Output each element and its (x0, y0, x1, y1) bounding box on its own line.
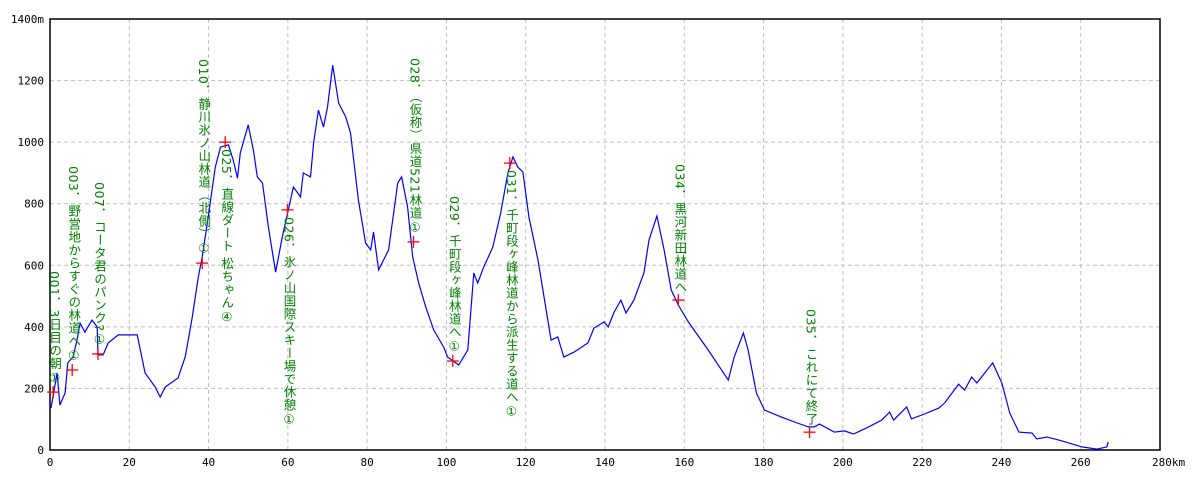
x-tick-label: 60 (281, 456, 294, 469)
waypoint-label: 001．3日目の朝① (47, 271, 63, 386)
x-tick-label: 180 (754, 456, 774, 469)
x-tick-label: 200 (833, 456, 853, 469)
waypoint-label: 025．直線ダート 松ちゃん④ (219, 149, 235, 325)
y-tick-label: 0 (37, 444, 44, 457)
grid (50, 19, 1160, 450)
y-tick-label: 200 (24, 382, 44, 395)
waypoint-marker (196, 257, 209, 270)
x-tick-label: 40 (202, 456, 215, 469)
waypoint-markers (47, 136, 816, 439)
x-tick-label: 220 (912, 456, 932, 469)
x-tick-label: 240 (991, 456, 1011, 469)
waypoint-marker (503, 157, 516, 170)
waypoint-label: 003．野営地からすぐの林道へ① (66, 165, 82, 363)
x-tick-label: 100 (436, 456, 456, 469)
waypoint-label: 034．黒河新田林道へ (672, 164, 688, 294)
y-tick-label: 1000 (18, 136, 45, 149)
waypoint-marker (47, 386, 60, 399)
waypoint-label: 010．静川氷ノ山林道（北側）① (196, 59, 212, 256)
x-tick-label: 160 (674, 456, 694, 469)
waypoint-marker (407, 235, 420, 248)
waypoint-label: 029．千町段ヶ峰林道へ① (446, 196, 462, 354)
x-tick-label: 120 (516, 456, 536, 469)
y-tick-label: 600 (24, 259, 44, 272)
tick-labels: 0 20 40 60 80 100 120 140 160 180 200 220 240 260 280k… (11, 13, 1186, 469)
waypoint-label: 035．これにて終了 (803, 309, 819, 426)
x-tick-label: 20 (123, 456, 136, 469)
series (50, 65, 1109, 450)
x-tick-label: 0 (47, 456, 54, 469)
waypoint-marker (219, 136, 232, 149)
axes (49, 18, 1161, 451)
waypoint-marker (281, 203, 294, 216)
y-tick-label: 1200 (18, 75, 45, 88)
waypoint-marker (91, 347, 104, 360)
waypoint-marker (672, 294, 685, 307)
x-tick-label: 280km (1152, 456, 1185, 469)
x-tick-label: 140 (595, 456, 615, 469)
y-tick-label: 400 (24, 321, 44, 334)
plot-frame (49, 18, 1161, 451)
y-tick-label: 1400m (11, 13, 44, 26)
waypoint-label: 031．千町段ヶ峰林道から派生する道へ① (503, 170, 519, 419)
waypoint-marker (803, 426, 816, 439)
waypoint-label: 028．（仮称）県道521林道① (407, 57, 423, 235)
waypoint-label: 007．コータ君のパンク?① (91, 181, 107, 347)
x-tick-label: 260 (1071, 456, 1091, 469)
waypoint-marker (66, 363, 79, 376)
elevation-line (50, 65, 1109, 450)
y-tick-label: 800 (24, 198, 44, 211)
x-tick-label: 80 (361, 456, 374, 469)
waypoint-marker (446, 355, 459, 368)
waypoint-label: 026．氷ノ山国際スキー場で休憩① (281, 216, 297, 427)
